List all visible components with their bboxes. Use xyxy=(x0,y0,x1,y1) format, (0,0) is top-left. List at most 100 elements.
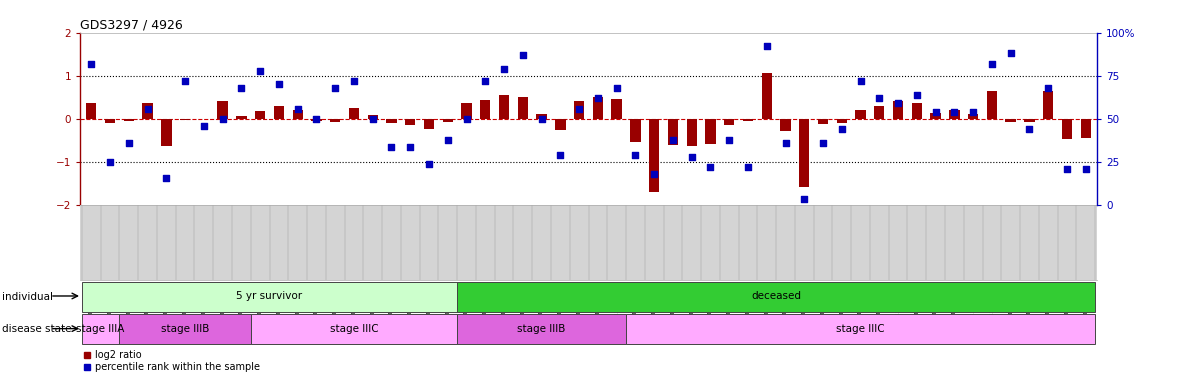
Bar xyxy=(348,108,359,119)
Bar xyxy=(457,281,1095,312)
Bar xyxy=(457,314,626,344)
Point xyxy=(213,116,232,122)
Point xyxy=(757,43,776,50)
Point xyxy=(457,116,476,122)
Bar xyxy=(1080,119,1091,138)
Point xyxy=(401,144,420,150)
Point xyxy=(1002,50,1020,56)
Bar xyxy=(743,119,753,121)
Point xyxy=(1020,126,1039,132)
Bar xyxy=(386,119,397,123)
Point xyxy=(832,126,851,132)
Point xyxy=(307,116,326,122)
Point xyxy=(794,195,813,202)
Bar xyxy=(1005,119,1016,122)
Bar xyxy=(255,111,265,119)
Bar xyxy=(274,106,284,119)
Bar xyxy=(799,119,810,187)
Point xyxy=(194,123,213,129)
Bar xyxy=(705,119,716,144)
Text: disease state: disease state xyxy=(2,324,72,334)
Point xyxy=(119,140,138,146)
Point xyxy=(82,61,101,67)
Point xyxy=(513,52,532,58)
Bar xyxy=(762,73,772,119)
Text: GDS3297 / 4926: GDS3297 / 4926 xyxy=(80,18,182,31)
Bar xyxy=(780,119,791,131)
Text: 5 yr survivor: 5 yr survivor xyxy=(237,291,302,301)
Point xyxy=(870,95,889,101)
Bar xyxy=(86,103,97,119)
Point xyxy=(720,137,739,143)
Point xyxy=(776,140,794,146)
Bar xyxy=(967,114,978,119)
Point xyxy=(1076,166,1095,172)
Bar xyxy=(518,98,528,119)
Point xyxy=(157,175,175,181)
Bar xyxy=(237,116,246,119)
Point xyxy=(138,106,157,112)
Bar xyxy=(931,113,940,119)
Bar xyxy=(612,99,621,119)
Point xyxy=(889,100,907,106)
Bar xyxy=(1043,91,1053,119)
Text: stage IIIA: stage IIIA xyxy=(77,324,125,334)
Bar xyxy=(480,100,491,119)
Bar xyxy=(499,95,510,119)
Bar xyxy=(949,111,959,119)
Bar xyxy=(218,101,228,119)
Bar xyxy=(1024,119,1035,122)
Bar xyxy=(105,119,115,123)
Point xyxy=(326,85,345,91)
Point xyxy=(907,92,926,98)
Bar xyxy=(119,314,251,344)
Bar xyxy=(180,119,191,120)
Point xyxy=(945,109,964,115)
Bar xyxy=(818,119,829,124)
Point xyxy=(1039,85,1058,91)
Bar xyxy=(161,119,172,146)
Point xyxy=(964,109,983,115)
Point xyxy=(607,85,626,91)
Bar xyxy=(667,119,678,145)
Legend: log2 ratio, percentile rank within the sample: log2 ratio, percentile rank within the s… xyxy=(85,351,260,372)
Bar xyxy=(574,101,584,119)
Point xyxy=(588,95,607,101)
Point xyxy=(570,106,588,112)
Bar xyxy=(461,103,472,119)
Point xyxy=(983,61,1002,67)
Point xyxy=(494,66,513,72)
Bar xyxy=(124,119,134,121)
Bar xyxy=(405,119,415,125)
Point xyxy=(288,106,307,112)
Bar xyxy=(311,119,321,121)
Bar xyxy=(556,119,565,130)
Bar xyxy=(293,111,302,119)
Bar xyxy=(593,96,603,119)
Point xyxy=(251,68,270,74)
Bar xyxy=(626,314,1095,344)
Point xyxy=(438,137,457,143)
Bar xyxy=(443,119,453,122)
Bar xyxy=(424,119,434,129)
Bar xyxy=(686,119,697,146)
Bar xyxy=(630,119,640,141)
Bar xyxy=(537,114,547,119)
Point xyxy=(345,78,364,84)
Text: stage IIIB: stage IIIB xyxy=(518,324,566,334)
Point xyxy=(270,81,288,88)
Point xyxy=(626,152,645,158)
Text: individual: individual xyxy=(2,291,53,302)
Point xyxy=(551,152,570,158)
Text: deceased: deceased xyxy=(751,291,802,301)
Point xyxy=(101,159,120,165)
Point xyxy=(383,144,401,150)
Bar xyxy=(330,119,340,122)
Point xyxy=(420,161,439,167)
Point xyxy=(476,78,494,84)
Bar xyxy=(251,314,457,344)
Bar xyxy=(837,119,847,123)
Text: stage IIIB: stage IIIB xyxy=(161,324,210,334)
Bar xyxy=(142,103,153,119)
Point xyxy=(701,164,720,170)
